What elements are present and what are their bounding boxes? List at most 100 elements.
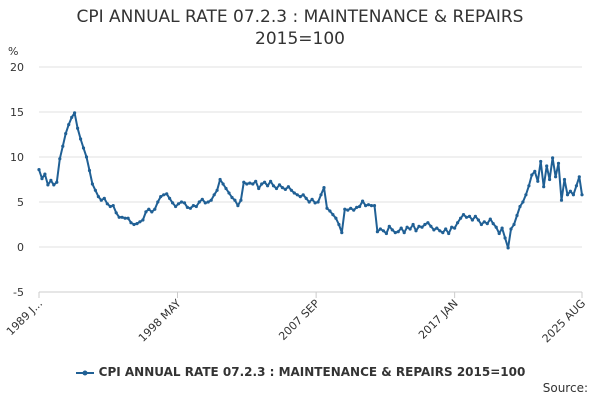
data-point[interactable] bbox=[230, 195, 234, 200]
data-point[interactable] bbox=[542, 185, 546, 189]
data-point[interactable] bbox=[402, 231, 406, 235]
data-point[interactable] bbox=[527, 184, 531, 188]
data-point[interactable] bbox=[200, 197, 204, 201]
data-point[interactable] bbox=[485, 222, 489, 226]
data-point[interactable] bbox=[441, 231, 445, 235]
data-point[interactable] bbox=[67, 123, 71, 127]
data-point[interactable] bbox=[506, 246, 510, 250]
data-point[interactable] bbox=[435, 226, 439, 230]
data-point[interactable] bbox=[197, 200, 201, 204]
data-point[interactable] bbox=[369, 204, 374, 208]
data-point[interactable] bbox=[76, 126, 80, 130]
data-point[interactable] bbox=[188, 206, 192, 210]
data-point[interactable] bbox=[565, 193, 570, 197]
data-point[interactable] bbox=[147, 207, 151, 211]
data-point[interactable] bbox=[384, 231, 388, 236]
data-point[interactable] bbox=[518, 204, 522, 209]
data-point[interactable] bbox=[479, 222, 483, 227]
data-point[interactable] bbox=[500, 226, 504, 230]
data-point[interactable] bbox=[554, 175, 558, 179]
data-point[interactable] bbox=[298, 195, 302, 199]
data-point[interactable] bbox=[494, 225, 498, 229]
data-point[interactable] bbox=[548, 177, 552, 182]
data-point[interactable] bbox=[123, 216, 127, 220]
data-point[interactable] bbox=[144, 210, 148, 214]
data-point[interactable] bbox=[135, 222, 139, 226]
data-point[interactable] bbox=[497, 231, 501, 236]
data-point[interactable] bbox=[393, 231, 397, 235]
data-point[interactable] bbox=[310, 197, 314, 201]
data-point[interactable] bbox=[61, 144, 65, 148]
data-point[interactable] bbox=[227, 191, 231, 195]
data-point[interactable] bbox=[117, 215, 121, 219]
data-point[interactable] bbox=[179, 200, 184, 204]
data-point[interactable] bbox=[562, 177, 567, 182]
data-point[interactable] bbox=[322, 186, 326, 190]
data-point[interactable] bbox=[174, 204, 178, 209]
data-point[interactable] bbox=[277, 183, 282, 187]
data-point[interactable] bbox=[242, 180, 246, 184]
data-point[interactable] bbox=[411, 222, 415, 227]
data-point[interactable] bbox=[340, 231, 344, 235]
data-point[interactable] bbox=[286, 185, 290, 189]
data-point[interactable] bbox=[545, 164, 549, 168]
data-point[interactable] bbox=[257, 186, 261, 191]
data-point[interactable] bbox=[301, 193, 305, 197]
data-point[interactable] bbox=[90, 182, 94, 186]
data-point[interactable] bbox=[132, 222, 136, 227]
data-point[interactable] bbox=[159, 195, 163, 199]
data-point[interactable] bbox=[482, 220, 486, 224]
data-point[interactable] bbox=[274, 186, 279, 191]
data-point[interactable] bbox=[456, 221, 460, 225]
data-point[interactable] bbox=[307, 200, 311, 204]
data-point[interactable] bbox=[414, 229, 418, 233]
data-point[interactable] bbox=[141, 218, 145, 222]
data-point[interactable] bbox=[530, 173, 534, 177]
data-point[interactable] bbox=[325, 206, 329, 210]
data-point[interactable] bbox=[70, 115, 74, 119]
data-point[interactable] bbox=[461, 213, 466, 217]
data-point[interactable] bbox=[453, 226, 457, 230]
data-point[interactable] bbox=[93, 188, 97, 192]
data-point[interactable] bbox=[316, 200, 320, 204]
data-point[interactable] bbox=[444, 227, 448, 231]
data-point[interactable] bbox=[429, 224, 433, 228]
data-point[interactable] bbox=[280, 186, 284, 190]
data-point[interactable] bbox=[378, 227, 382, 231]
data-point[interactable] bbox=[150, 210, 154, 214]
data-point[interactable] bbox=[361, 199, 365, 203]
data-point[interactable] bbox=[162, 193, 166, 197]
data-point[interactable] bbox=[221, 182, 225, 186]
data-point[interactable] bbox=[512, 222, 516, 227]
data-point[interactable] bbox=[138, 220, 142, 224]
data-point[interactable] bbox=[304, 196, 308, 200]
data-point[interactable] bbox=[559, 198, 564, 202]
data-point[interactable] bbox=[387, 224, 391, 228]
data-point[interactable] bbox=[37, 168, 41, 172]
data-point[interactable] bbox=[295, 193, 299, 197]
data-point[interactable] bbox=[450, 225, 454, 229]
data-point[interactable] bbox=[524, 193, 528, 197]
data-point[interactable] bbox=[52, 183, 56, 187]
data-point[interactable] bbox=[84, 155, 89, 159]
data-point[interactable] bbox=[224, 186, 228, 191]
data-point[interactable] bbox=[577, 175, 581, 179]
data-point[interactable] bbox=[96, 195, 100, 199]
data-point[interactable] bbox=[571, 193, 576, 197]
data-point[interactable] bbox=[533, 169, 537, 173]
data-point[interactable] bbox=[206, 200, 210, 204]
data-point[interactable] bbox=[438, 229, 442, 233]
data-point[interactable] bbox=[337, 222, 341, 227]
data-point[interactable] bbox=[364, 204, 368, 208]
data-point[interactable] bbox=[328, 209, 332, 213]
data-point[interactable] bbox=[49, 178, 53, 182]
data-point[interactable] bbox=[271, 184, 276, 188]
data-point[interactable] bbox=[153, 207, 157, 211]
data-point[interactable] bbox=[171, 201, 175, 205]
data-point[interactable] bbox=[331, 213, 335, 217]
legend[interactable]: CPI ANNUAL RATE 07.2.3 : MAINTENANCE & R… bbox=[0, 365, 600, 379]
data-point[interactable] bbox=[156, 200, 160, 204]
data-point[interactable] bbox=[399, 226, 403, 230]
data-point[interactable] bbox=[111, 204, 115, 208]
data-point[interactable] bbox=[459, 216, 463, 220]
